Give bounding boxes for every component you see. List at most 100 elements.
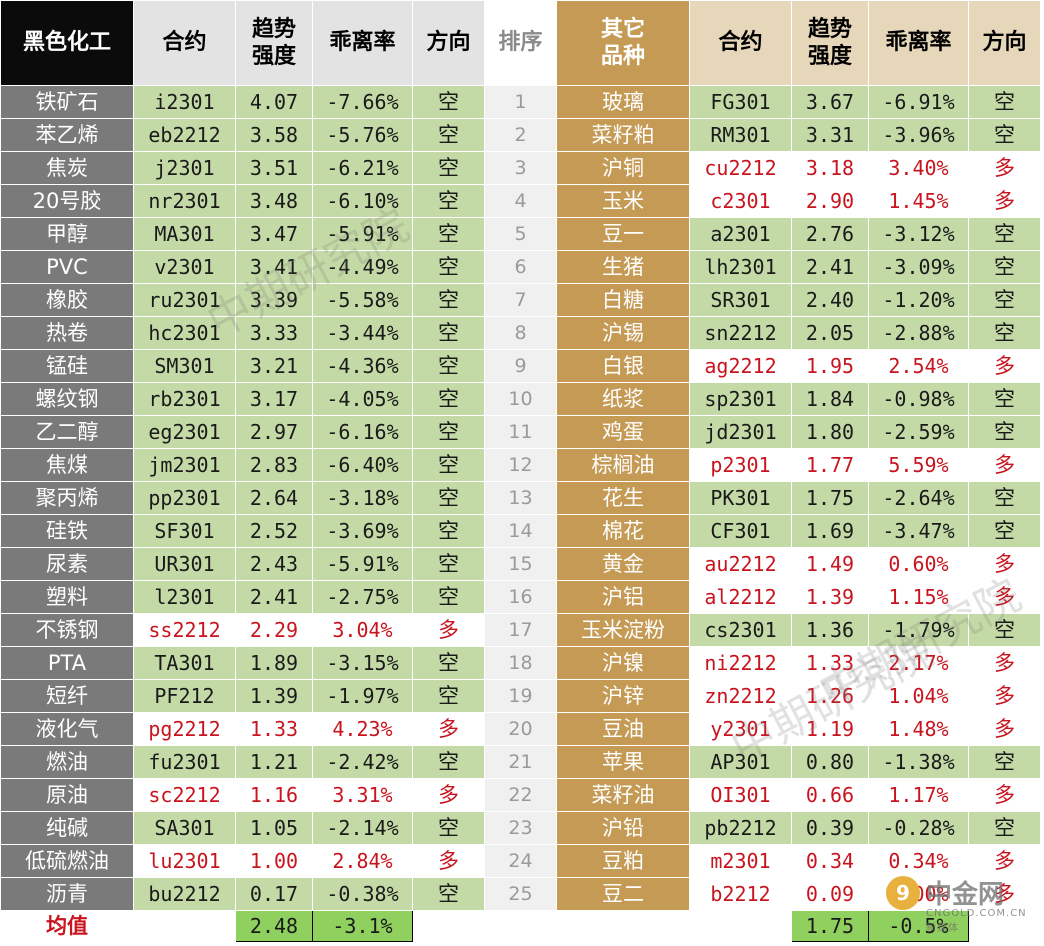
left-direction-cell: 空 [412, 811, 485, 845]
left-deviation-cell: -5.91% [312, 547, 413, 581]
left-contract-cell: PF212 [133, 679, 236, 713]
right-strength-cell: 0.66 [791, 778, 869, 812]
right-strength-cell: 1.36 [791, 613, 869, 647]
right-strength-cell: 1.77 [791, 448, 869, 482]
table-row: 原油 sc2212 1.16 3.31% 多 22 菜籽油 OI301 0.66 1.17% 多 [0, 778, 1041, 812]
right-deviation-cell: -3.96% [868, 118, 969, 152]
right-direction-cell: 多 [968, 184, 1041, 218]
left-deviation-cell: -7.66% [312, 85, 413, 119]
left-variety-name: 塑料 [0, 580, 134, 614]
left-direction-cell: 空 [412, 250, 485, 284]
rank-cell: 19 [484, 679, 557, 713]
right-strength-cell: 1.19 [791, 712, 869, 746]
right-deviation-cell: 0.34% [868, 844, 969, 878]
right-strength-header: 趋势 强度 [791, 0, 869, 86]
right-contract-cell: ni2212 [689, 646, 792, 680]
right-direction-cell: 空 [968, 118, 1041, 152]
right-direction-cell: 空 [968, 382, 1041, 416]
left-variety-name: PTA [0, 646, 134, 680]
left-variety-name: 苯乙烯 [0, 118, 134, 152]
right-direction-cell: 空 [968, 745, 1041, 779]
rank-cell: 10 [484, 382, 557, 416]
table-row: 不锈钢 ss2212 2.29 3.04% 多 17 玉米淀粉 cs2301 1.36 -1.79… [0, 613, 1041, 647]
left-contract-cell: pp2301 [133, 481, 236, 515]
right-variety-name: 豆一 [556, 217, 690, 251]
right-direction-cell: 空 [968, 217, 1041, 251]
left-variety-name: 锰硅 [0, 349, 134, 383]
table-row: 铁矿石 i2301 4.07 -7.66% 空 1 玻璃 FG301 3.67 -6.91% 空 [0, 85, 1041, 119]
right-direction-cell: 空 [968, 250, 1041, 284]
right-variety-name: 豆二 [556, 877, 690, 911]
right-variety-name: 玻璃 [556, 85, 690, 119]
right-variety-name: 白银 [556, 349, 690, 383]
table-row: 硅铁 SF301 2.52 -3.69% 空 14 棉花 CF301 1.69 -3.47% 空 [0, 514, 1041, 548]
right-deviation-cell: 1.45% [868, 184, 969, 218]
right-deviation-header: 乖离率 [868, 0, 969, 86]
right-strength-cell: 1.80 [791, 415, 869, 449]
table-row: 锰硅 SM301 3.21 -4.36% 空 9 白银 ag2212 1.95 2.54% 多 [0, 349, 1041, 383]
right-contract-cell: a2301 [689, 217, 792, 251]
rank-cell: 7 [484, 283, 557, 317]
left-direction-cell: 空 [412, 118, 485, 152]
left-direction-cell: 空 [412, 646, 485, 680]
right-strength-cell: 1.69 [791, 514, 869, 548]
left-strength-cell: 2.83 [235, 448, 313, 482]
rank-cell: 5 [484, 217, 557, 251]
rank-cell: 24 [484, 844, 557, 878]
right-deviation-average: -0.5% [868, 910, 969, 942]
left-direction-cell: 多 [412, 778, 485, 812]
left-variety-name: 乙二醇 [0, 415, 134, 449]
right-deviation-cell: -0.28% [868, 811, 969, 845]
average-blank [133, 910, 236, 942]
left-deviation-cell: -3.15% [312, 646, 413, 680]
left-contract-cell: bu2212 [133, 877, 236, 911]
right-contract-cell: FG301 [689, 85, 792, 119]
left-deviation-cell: 4.23% [312, 712, 413, 746]
right-contract-cell: lh2301 [689, 250, 792, 284]
table-row: 塑料 l2301 2.41 -2.75% 空 16 沪铝 al2212 1.39 1.15% 多 [0, 580, 1041, 614]
right-contract-cell: pb2212 [689, 811, 792, 845]
left-strength-cell: 3.47 [235, 217, 313, 251]
left-strength-cell: 1.16 [235, 778, 313, 812]
right-contract-cell: CF301 [689, 514, 792, 548]
right-direction-cell: 空 [968, 514, 1041, 548]
right-strength-cell: 1.26 [791, 679, 869, 713]
right-direction-cell: 空 [968, 316, 1041, 350]
left-strength-header: 趋势 强度 [235, 0, 313, 86]
right-strength-cell: 3.18 [791, 151, 869, 185]
right-strength-cell: 0.09 [791, 877, 869, 911]
right-deviation-cell: -6.91% [868, 85, 969, 119]
left-strength-cell: 3.58 [235, 118, 313, 152]
left-variety-name: 液化气 [0, 712, 134, 746]
left-strength-cell: 3.41 [235, 250, 313, 284]
rank-cell: 14 [484, 514, 557, 548]
left-variety-name: 焦炭 [0, 151, 134, 185]
right-contract-cell: y2301 [689, 712, 792, 746]
right-variety-name: 沪镍 [556, 646, 690, 680]
table-row: 苯乙烯 eb2212 3.58 -5.76% 空 2 菜籽粕 RM301 3.31 -3.96% 空 [0, 118, 1041, 152]
left-deviation-cell: -2.75% [312, 580, 413, 614]
right-deviation-cell: 2.17% [868, 646, 969, 680]
left-variety-name: 短纤 [0, 679, 134, 713]
left-deviation-cell: 3.04% [312, 613, 413, 647]
left-direction-cell: 空 [412, 580, 485, 614]
left-direction-cell: 空 [412, 547, 485, 581]
table-row: 焦煤 jm2301 2.83 -6.40% 空 12 棕榈油 p2301 1.77 5.59% 多 [0, 448, 1041, 482]
left-contract-cell: fu2301 [133, 745, 236, 779]
right-contract-cell: ag2212 [689, 349, 792, 383]
right-contract-cell: zn2212 [689, 679, 792, 713]
left-strength-cell: 2.52 [235, 514, 313, 548]
left-contract-cell: nr2301 [133, 184, 236, 218]
table-row: 乙二醇 eg2301 2.97 -6.16% 空 11 鸡蛋 jd2301 1.80 -2.59%… [0, 415, 1041, 449]
right-strength-cell: 3.67 [791, 85, 869, 119]
average-row: 均值 2.48 -3.1% 1.75 -0.5% [0, 910, 1041, 942]
left-direction-cell: 空 [412, 283, 485, 317]
right-contract-header: 合约 [689, 0, 792, 86]
right-strength-cell: 1.33 [791, 646, 869, 680]
right-variety-name: 沪锌 [556, 679, 690, 713]
table-row: 20号胶 nr2301 3.48 -6.10% 空 4 玉米 c2301 2.90 1.45% 多 [0, 184, 1041, 218]
right-deviation-cell: -1.38% [868, 745, 969, 779]
left-contract-cell: eg2301 [133, 415, 236, 449]
left-strength-cell: 2.29 [235, 613, 313, 647]
left-variety-name: 橡胶 [0, 283, 134, 317]
